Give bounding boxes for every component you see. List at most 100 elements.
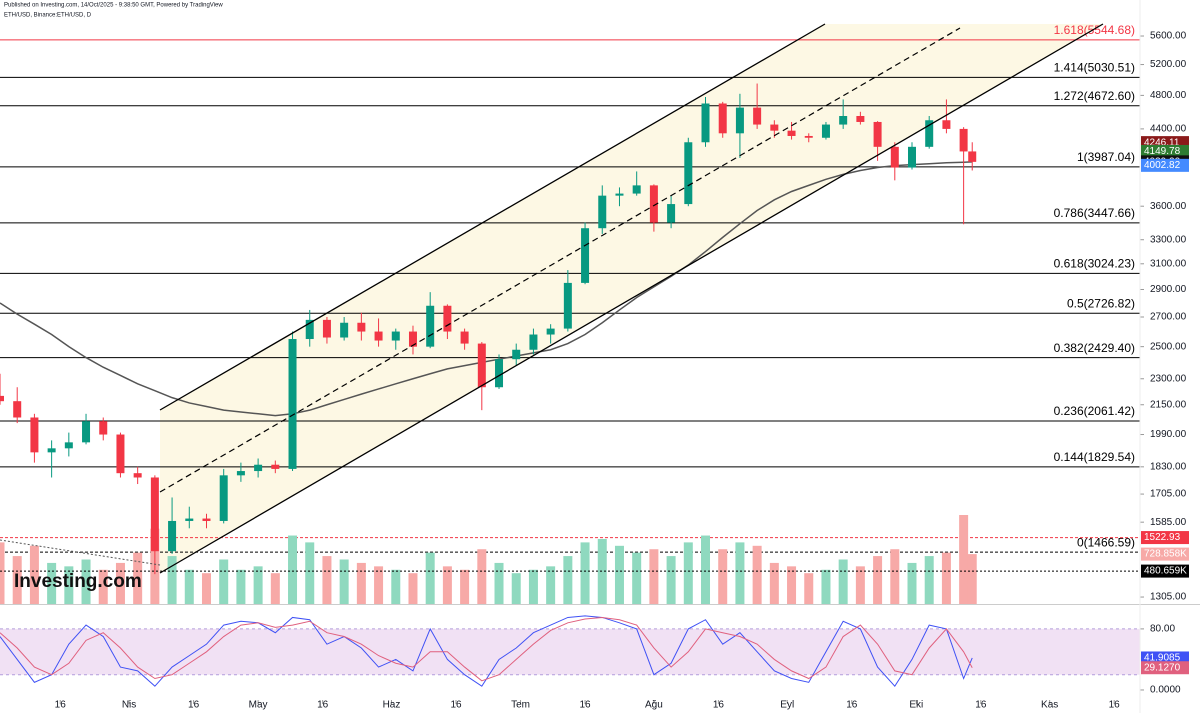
fib-label: 0.236(2061.42) [1054,404,1135,418]
volume-bar [442,566,452,604]
candle-body [546,328,555,335]
candle-body [0,395,4,402]
volume-bar [924,556,934,604]
y-tick-label: 4400.00 [1150,124,1187,135]
volume-bar [288,535,298,604]
volume-bar [563,556,573,604]
volume-bar [460,569,470,604]
x-tick-label: May [249,700,268,711]
volume-bar [425,552,435,604]
candle-body [374,331,383,341]
y-tick-label: 2500.00 [1150,341,1187,352]
volume-bar [632,552,642,604]
volume-bar [64,566,74,604]
candle-body [322,319,331,338]
x-tick-label: 16 [846,700,858,711]
moving-average [0,161,973,417]
fib-label: 0.618(3024.23) [1054,256,1135,270]
candle-body [477,343,486,388]
candle-body [150,477,159,552]
volume-bar [838,559,848,604]
stoch-tick-label: 0.0000 [1150,685,1181,696]
x-tick-label: 16 [1109,700,1121,711]
candle-body [770,124,779,131]
volume-bar [305,542,315,604]
y-tick-label: 3100.00 [1150,258,1187,269]
y-tick-label: 3600.00 [1150,201,1187,212]
y-tick-label: 2900.00 [1150,284,1187,295]
y-tick-label: 1830.00 [1150,461,1187,472]
candle-body [512,349,521,360]
volume-bar [167,556,177,604]
candle-body [391,331,400,341]
candle-body [357,322,366,332]
fib-label: 0.382(2429.40) [1054,341,1135,355]
candle-body [133,473,142,478]
volume-bar [494,562,504,604]
candle-body [271,464,280,469]
volume-bar [528,569,538,604]
price-tag [1141,158,1189,172]
candle-body [340,322,349,338]
candle-body [718,103,727,134]
candle-body [460,331,469,344]
candle-body [581,228,590,283]
volume-bar [614,545,624,604]
volume-bar [115,562,125,604]
fib-label: 1.272(4672.60) [1054,89,1135,103]
volume-bar [184,569,194,604]
channel-mid [159,27,961,493]
price-tag [1141,547,1189,561]
candle-body [615,193,624,196]
y-tick-label: 3300.00 [1150,234,1187,245]
candle-body [185,518,194,521]
symbol: ETH/USD, Binance:ETH/USD, D [4,13,92,19]
candle-body [116,434,125,474]
logo: Investing.com [14,571,142,592]
volume-bar [597,538,607,604]
candle-body [305,319,314,340]
volume-bar [735,542,745,604]
candle-body [64,442,73,449]
fib-label: 1(3987.04) [1077,150,1135,164]
candle-body [168,520,177,552]
x-tick-label: 16 [713,700,725,711]
candle-body [839,115,848,125]
x-tick-label: Eyl [780,700,794,711]
x-tick-label: Tem [511,700,530,711]
x-tick-label: Haz [383,700,401,711]
candle-body [908,146,916,168]
fib-label: 0.5(2726.82) [1067,296,1135,310]
volume-bar [81,559,91,604]
trend-line [0,539,161,566]
x-tick-label: Kas [1041,700,1058,711]
candle-body [632,185,641,194]
fib-label: 0.786(3447.66) [1054,206,1135,220]
candle-body [254,464,263,472]
volume-bar [219,559,229,604]
y-tick-label: 2150.00 [1150,399,1187,410]
candle-body [925,120,934,147]
candle-body [942,120,951,129]
y-tick-label: 5200.00 [1150,59,1187,70]
x-tick-label: 16 [188,700,200,711]
candle-body [443,305,452,332]
stoch-tick-label: 80.00 [1150,624,1175,635]
y-tick-label: 1990.00 [1150,429,1187,440]
fib-label: 1.414(5030.51) [1054,60,1135,74]
volume-bar [752,545,762,604]
candle-body [563,282,572,329]
candle-body [701,103,710,143]
stoch-band [0,628,1140,675]
volume-bar [339,559,349,604]
price-tag-label: 1522.93 [1144,532,1181,543]
volume-bar [546,566,556,604]
candle-body [495,359,504,388]
candle-body [684,142,693,205]
volume-bar [683,542,693,604]
candle-body [219,475,228,521]
candle-body [202,518,211,521]
volume-bar [253,566,263,604]
price-tag [1141,531,1189,545]
price-tag-label: 29.1270 [1144,662,1181,673]
